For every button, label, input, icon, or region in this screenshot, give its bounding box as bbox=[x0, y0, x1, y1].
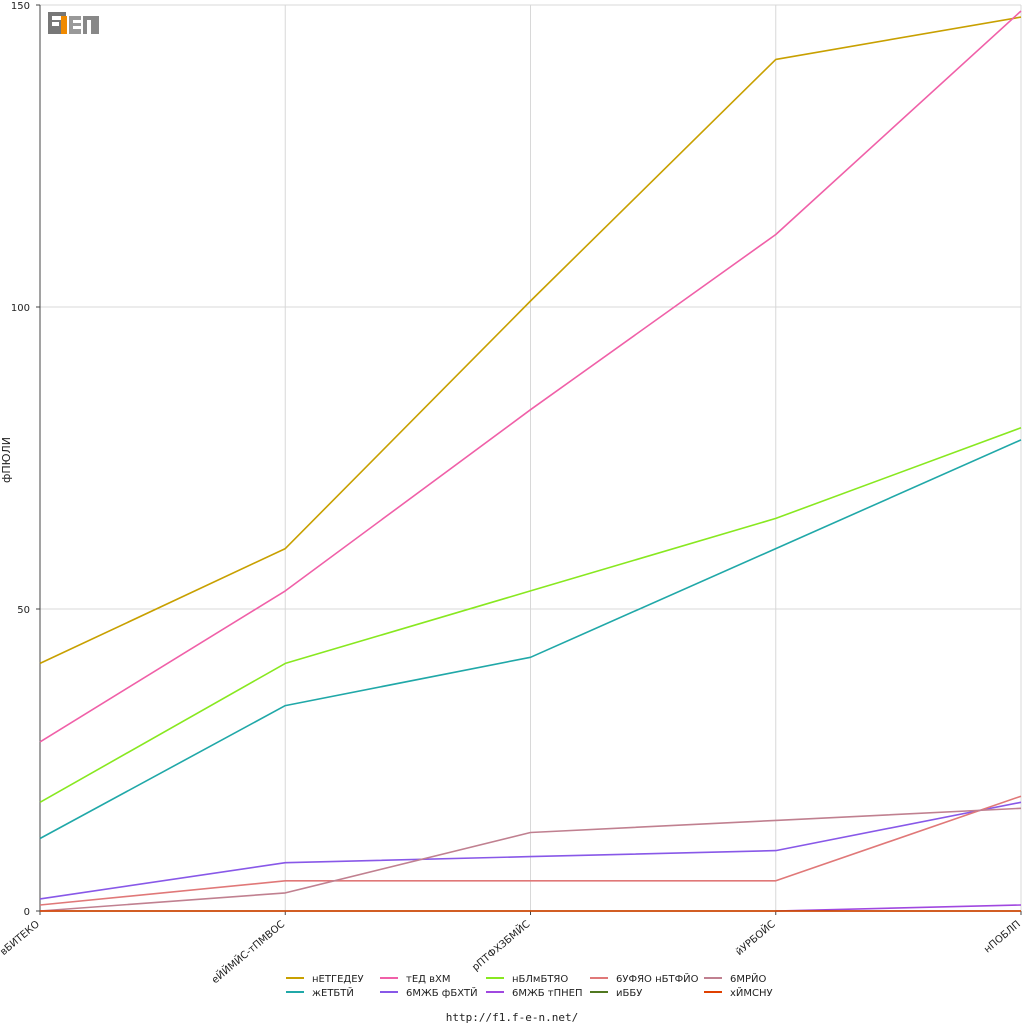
legend-item: 6МРЙО bbox=[704, 972, 767, 985]
series-lines bbox=[39, 10, 1022, 912]
series-line bbox=[39, 807, 1022, 912]
gridlines bbox=[39, 4, 1022, 912]
y-tick-label: 50 bbox=[17, 605, 30, 616]
footer-url[interactable]: http://f1.f-e-n.net/ bbox=[445, 1011, 579, 1024]
legend-label: 6МРЙО bbox=[730, 972, 767, 985]
y-axis-label: фПЮЛИ bbox=[0, 437, 13, 483]
legend-item: 6МЖБ фБХТЙ bbox=[380, 986, 478, 999]
legend-item: нБЛмБТЯО bbox=[486, 974, 568, 985]
series-line bbox=[39, 795, 1022, 906]
legend-label: жЕТБТЙ bbox=[312, 986, 354, 999]
x-tick-label: вБИТЕКО bbox=[0, 919, 42, 958]
logo bbox=[48, 12, 99, 34]
series-line bbox=[39, 427, 1022, 803]
y-tick-labels: 0 50 100 150 bbox=[11, 1, 30, 918]
legend-label: 6МЖБ тПНЕП bbox=[512, 988, 583, 999]
axes bbox=[36, 4, 1022, 915]
x-tick-label: рПТФХЗБМЙС bbox=[469, 917, 532, 973]
y-tick-label: 150 bbox=[11, 1, 30, 12]
x-tick-label: нПОБЛП bbox=[982, 919, 1023, 956]
series-line bbox=[775, 904, 1022, 912]
series-line bbox=[39, 801, 1022, 900]
legend-item: 6МЖБ тПНЕП bbox=[486, 988, 583, 999]
series-line bbox=[39, 10, 1022, 743]
legend-item: нЕТГЕДЕУ bbox=[286, 974, 364, 985]
x-tick-label: йУРБОЙС bbox=[733, 917, 778, 958]
legend-item: жЕТБТЙ bbox=[286, 986, 354, 999]
legend-item: 6УФЯО нБТФЙО bbox=[590, 972, 699, 985]
legend-label: иББУ bbox=[616, 988, 642, 999]
legend-label: хЙМСНУ bbox=[730, 986, 773, 999]
legend-label: нБЛмБТЯО bbox=[512, 974, 568, 985]
y-tick-label: 100 bbox=[11, 303, 30, 314]
series-line bbox=[39, 439, 1022, 840]
y-tick-label: 0 bbox=[24, 907, 30, 918]
legend-label: 6МЖБ фБХТЙ bbox=[406, 986, 478, 999]
legend-item: хЙМСНУ bbox=[704, 986, 773, 999]
legend-label: 6УФЯО нБТФЙО bbox=[616, 972, 699, 985]
legend-item: тЕД вХМ bbox=[380, 974, 451, 985]
legend-item: иББУ bbox=[590, 988, 642, 999]
legend-label: нЕТГЕДЕУ bbox=[312, 974, 364, 985]
x-tick-label: еЙЙМЙС-тПМВОС bbox=[209, 917, 287, 986]
series-line bbox=[39, 16, 1022, 665]
legend-label: тЕД вХМ bbox=[406, 974, 451, 985]
